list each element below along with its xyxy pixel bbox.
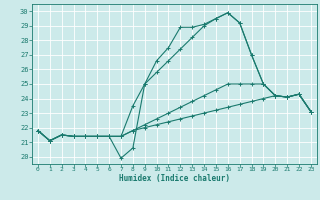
X-axis label: Humidex (Indice chaleur): Humidex (Indice chaleur) — [119, 174, 230, 183]
